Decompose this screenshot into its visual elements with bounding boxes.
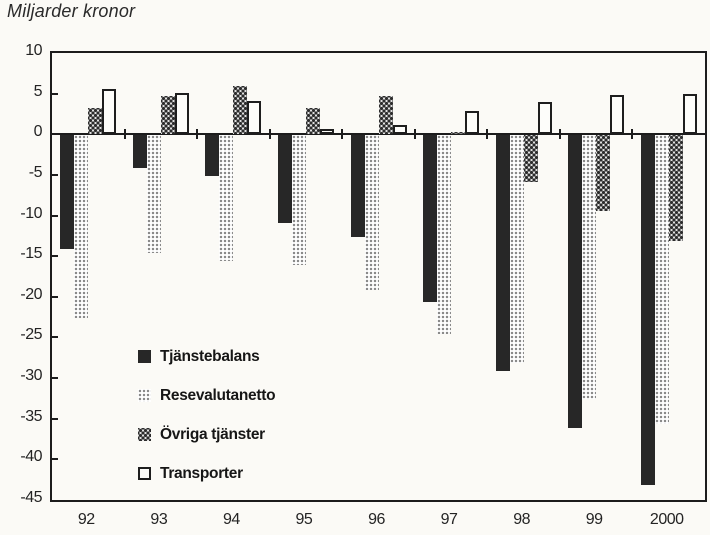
x-axis-label-99: 99 xyxy=(585,511,603,528)
y-axis-tick xyxy=(52,458,58,461)
bar-tj-nstebalans-94 xyxy=(205,135,220,176)
y-axis-tick xyxy=(52,377,58,380)
bar-transporter-99 xyxy=(610,95,625,135)
y-axis-tick xyxy=(52,417,58,420)
x-axis-label-97: 97 xyxy=(440,511,458,528)
legend-swatch-resevalutanetto-icon xyxy=(138,389,151,402)
bar-transporter-98 xyxy=(537,101,552,135)
legend: Tjänstebalans Resevalutanetto Övriga tjäns… xyxy=(138,337,276,493)
bar--vriga-tj-nster-92 xyxy=(88,108,103,135)
bar-transporter-95 xyxy=(319,128,334,135)
y-axis-label: 5 xyxy=(33,82,43,100)
zero-line-tick xyxy=(123,129,126,140)
bar-transporter-2000 xyxy=(682,93,697,135)
legend-label: Tjänstebalans xyxy=(160,347,260,365)
bar-tj-nstebalans-97 xyxy=(423,135,438,302)
y-axis-tick xyxy=(52,255,58,258)
bar--vriga-tj-nster-94 xyxy=(233,85,248,135)
legend-item-tj-nstebalans: Tjänstebalans xyxy=(138,337,275,376)
zero-axis-line xyxy=(52,133,705,136)
y-axis-label: -15 xyxy=(20,245,42,263)
x-axis-label-98: 98 xyxy=(513,511,530,528)
x-axis-label-2000: 2000 xyxy=(649,511,684,528)
zero-line-tick xyxy=(558,129,561,140)
x-axis-label-96: 96 xyxy=(368,511,385,528)
bar--vriga-tj-nster-95 xyxy=(305,108,320,135)
zero-line-tick xyxy=(631,129,634,140)
bar-resevalutanetto-98 xyxy=(509,135,524,363)
y-axis-label: -45 xyxy=(20,489,42,506)
bar-tj-nstebalans-96 xyxy=(350,135,365,237)
y-axis-tick xyxy=(52,173,58,176)
x-axis-label-93: 93 xyxy=(150,511,168,528)
bar--vriga-tj-nster-99 xyxy=(596,135,611,211)
y-axis-tick xyxy=(52,92,58,95)
legend-swatch-transporter-icon xyxy=(138,467,151,480)
bar-tj-nstebalans-92 xyxy=(60,135,75,250)
bar-tj-nstebalans-98 xyxy=(495,135,510,371)
y-axis-label: 0 xyxy=(33,123,43,141)
x-axis-label-92: 92 xyxy=(77,511,95,528)
bar--vriga-tj-nster-98 xyxy=(523,135,538,182)
bar-resevalutanetto-92 xyxy=(74,135,89,319)
bar-tj-nstebalans-99 xyxy=(568,135,583,428)
y-axis-label: -10 xyxy=(20,204,42,222)
bar-transporter-94 xyxy=(247,100,262,135)
legend-item-resevalutanetto: Resevalutanetto xyxy=(138,376,276,415)
y-axis-label: -25 xyxy=(20,326,42,344)
bar--vriga-tj-nster-93 xyxy=(160,96,175,135)
bar-resevalutanetto-93 xyxy=(146,135,161,254)
zero-line-tick xyxy=(341,129,344,140)
x-axis-label-94: 94 xyxy=(222,511,240,528)
plot-area: Tjänstebalans Resevalutanetto Övriga tjäns… xyxy=(50,51,707,502)
legend-item--vriga-tj-nster: Övriga tjänster xyxy=(138,415,275,454)
bar-transporter-97 xyxy=(465,110,480,135)
chart-title: Miljarder kronor xyxy=(7,1,136,21)
bar-resevalutanetto-99 xyxy=(582,135,597,400)
zero-line-tick xyxy=(486,129,489,140)
y-axis-label: -35 xyxy=(20,407,42,425)
legend-swatch-tj-nstebalans-icon xyxy=(138,350,151,363)
zero-line-tick xyxy=(268,129,271,140)
bar-resevalutanetto-2000 xyxy=(654,135,669,424)
x-axis-label-95: 95 xyxy=(295,511,313,528)
bar-resevalutanetto-96 xyxy=(364,135,379,290)
y-axis-tick xyxy=(52,214,58,217)
y-axis-label: -40 xyxy=(20,448,42,466)
zero-line-tick xyxy=(413,129,416,140)
legend-swatch--vriga-tj-nster-icon xyxy=(138,428,151,441)
bar-tj-nstebalans-2000 xyxy=(640,135,655,485)
legend-item-transporter: Transporter xyxy=(138,454,275,493)
bar--vriga-tj-nster-97 xyxy=(451,131,466,135)
bar-tj-nstebalans-95 xyxy=(277,135,292,224)
bar-transporter-92 xyxy=(102,88,117,135)
bar--vriga-tj-nster-2000 xyxy=(668,135,683,241)
bar-resevalutanetto-94 xyxy=(219,135,234,262)
y-axis-label: -5 xyxy=(28,163,43,181)
legend-label: Övriga tjänster xyxy=(160,425,265,443)
y-axis-label: -20 xyxy=(20,285,42,303)
bar-resevalutanetto-95 xyxy=(291,135,306,266)
legend-label: Resevalutanetto xyxy=(160,386,276,404)
y-axis-label: 10 xyxy=(25,42,42,59)
zero-line-tick xyxy=(196,129,199,140)
y-axis-label: -30 xyxy=(20,367,42,385)
bar-transporter-96 xyxy=(392,124,407,135)
bar--vriga-tj-nster-96 xyxy=(378,96,393,135)
bar-transporter-93 xyxy=(174,92,189,135)
legend-label: Transporter xyxy=(160,464,243,482)
bar-resevalutanetto-97 xyxy=(437,135,452,335)
bar-tj-nstebalans-93 xyxy=(132,135,147,168)
y-axis-tick xyxy=(52,336,58,339)
y-axis-tick xyxy=(52,295,58,298)
